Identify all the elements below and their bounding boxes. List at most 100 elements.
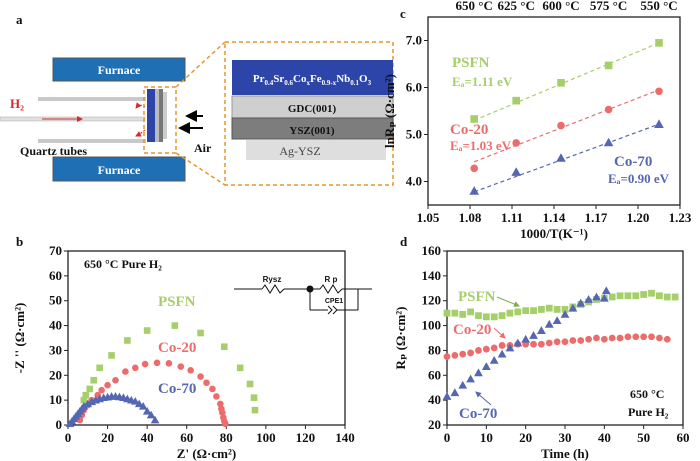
furnace-top [52, 57, 186, 82]
data-point-co20 [141, 360, 149, 368]
y-tick-label: 40 [49, 318, 62, 333]
panel-label-b: b [16, 234, 23, 249]
data-point-co70 [481, 362, 491, 370]
y-tick-label: 6.0 [406, 80, 422, 95]
layer-ysz-label: YSZ(001) [289, 125, 335, 137]
x-tick-label: 1.11 [501, 210, 523, 225]
data-point-psfn [545, 304, 553, 312]
data-point-co70 [469, 186, 479, 195]
data-point-co70 [603, 137, 614, 147]
x-tick-label: 20 [519, 430, 532, 445]
y-tick-label: 70 [49, 243, 62, 258]
data-point-co20 [217, 400, 224, 408]
y-axis-label: -Z '' (Ω·cm²) [12, 303, 27, 374]
chart-d-arrow-co70 [475, 391, 492, 406]
y-tick-label: 60 [428, 367, 441, 382]
data-point-co70 [138, 402, 148, 410]
data-point-co70 [505, 343, 515, 352]
data-point-co20 [530, 340, 537, 348]
data-point-psfn [80, 396, 88, 404]
zoom-box-small [143, 86, 177, 154]
data-point-psfn [108, 352, 115, 359]
y-tick-label: 30 [49, 342, 62, 357]
chart-c-arrhenius: 1.05 1.08 1.11 1.14 1.17 1.20 1.23 4.0 5.0 6.0 7.0… [382, 0, 692, 241]
equivalent-circuit [234, 284, 372, 315]
chart-b-condition: 650 °C Pure H₂ [84, 257, 162, 271]
data-point-psfn [671, 293, 679, 301]
y-tick-label: 120 [422, 293, 442, 308]
data-point-co20 [624, 333, 632, 341]
data-point-psfn [640, 291, 648, 298]
data-point-co20 [122, 368, 129, 375]
panel-label-d: d [400, 234, 408, 249]
data-point-co70 [552, 316, 562, 324]
y-tick-label: 7.0 [406, 33, 422, 48]
data-point-psfn [236, 364, 244, 372]
data-point-co70 [458, 380, 468, 389]
data-point-co70 [584, 295, 593, 303]
data-point-psfn [656, 292, 663, 300]
air-label: Air [194, 141, 212, 155]
zoom-connector-bottom [175, 152, 226, 186]
data-point-co70 [521, 334, 531, 343]
data-point-co20 [177, 363, 185, 370]
layer-ysz [231, 117, 394, 140]
data-point-co70 [79, 402, 89, 410]
top-axis-temperature-label: 650 °C [456, 0, 493, 13]
chart-c-ea-psfn: Eₐ=1.11 eV [452, 74, 513, 89]
data-point-psfn [246, 380, 254, 388]
data-point-co20 [640, 333, 648, 341]
data-point-co20 [112, 376, 119, 384]
sample-ysz-layer [159, 89, 163, 142]
x-axis-label: Time (h) [541, 446, 589, 461]
data-point-psfn [512, 96, 520, 105]
circuit-label-cpe1: CPE1 [325, 298, 343, 305]
chart-d-legend-psfn: PSFN [458, 289, 496, 305]
panel-a-schematic: a Furnace Furnace H₂ Quartz tubes Air Pr… [0, 12, 394, 186]
data-point-co20 [209, 385, 216, 393]
panel-label-a: a [16, 12, 23, 27]
sample-psfn-layer [147, 89, 155, 142]
data-point-co20 [663, 335, 671, 343]
top-axis-temperature-label: 600 °C [542, 0, 579, 13]
data-point-co20 [557, 121, 565, 130]
x-axis-label: 1000/T(K⁻¹) [520, 226, 588, 241]
x-tick-label: 50 [637, 430, 650, 445]
chart-b-legend-psfn: PSFN [158, 294, 196, 310]
data-point-co20 [608, 334, 616, 342]
data-point-co20 [482, 345, 490, 353]
x-tick-label: 1.23 [669, 210, 692, 225]
data-point-co20 [593, 334, 600, 342]
data-point-psfn [616, 292, 624, 300]
chart-b-nyquist: 0 20 40 60 80 100 120 140 0 10 20 30 40 50 60 70 Z' (Ω·c… [12, 243, 355, 461]
furnace-bottom-label: Furnace [98, 163, 141, 177]
data-point-psfn [90, 376, 98, 384]
chart-c-legend-co20: Co-20 [450, 122, 488, 138]
data-point-co70 [146, 410, 156, 419]
chart-b-frame [67, 250, 346, 426]
data-point-co70 [537, 326, 546, 334]
data-point-co70 [83, 399, 93, 408]
data-point-psfn [451, 309, 459, 317]
x-tick-label: 1.20 [627, 210, 650, 225]
data-point-co20 [98, 386, 105, 394]
chart-d-condition-gas: Pure H₂ [628, 405, 669, 419]
chart-c-legend-co70: Co-70 [614, 154, 652, 170]
x-tick-label: 1.08 [459, 210, 482, 225]
y-tick-label: 5.0 [406, 127, 422, 142]
data-point-psfn [632, 292, 640, 300]
chart-d-stability: 0 10 20 30 40 50 60 20 40 60 80 100 120 140 160 Time (h… [393, 243, 690, 461]
top-axis-temperature-label: 625 °C [498, 0, 535, 13]
data-point-co20 [459, 350, 467, 358]
x-tick-label: 100 [256, 430, 276, 445]
data-point-psfn [648, 289, 655, 297]
data-point-co20 [203, 379, 210, 387]
data-point-co20 [604, 105, 613, 114]
data-point-co70 [576, 298, 586, 307]
data-point-co20 [616, 334, 624, 342]
data-point-co70 [466, 374, 475, 383]
data-point-co70 [489, 355, 499, 364]
data-point-co20 [632, 333, 640, 341]
top-axis-temperature-label: 575 °C [590, 0, 627, 13]
